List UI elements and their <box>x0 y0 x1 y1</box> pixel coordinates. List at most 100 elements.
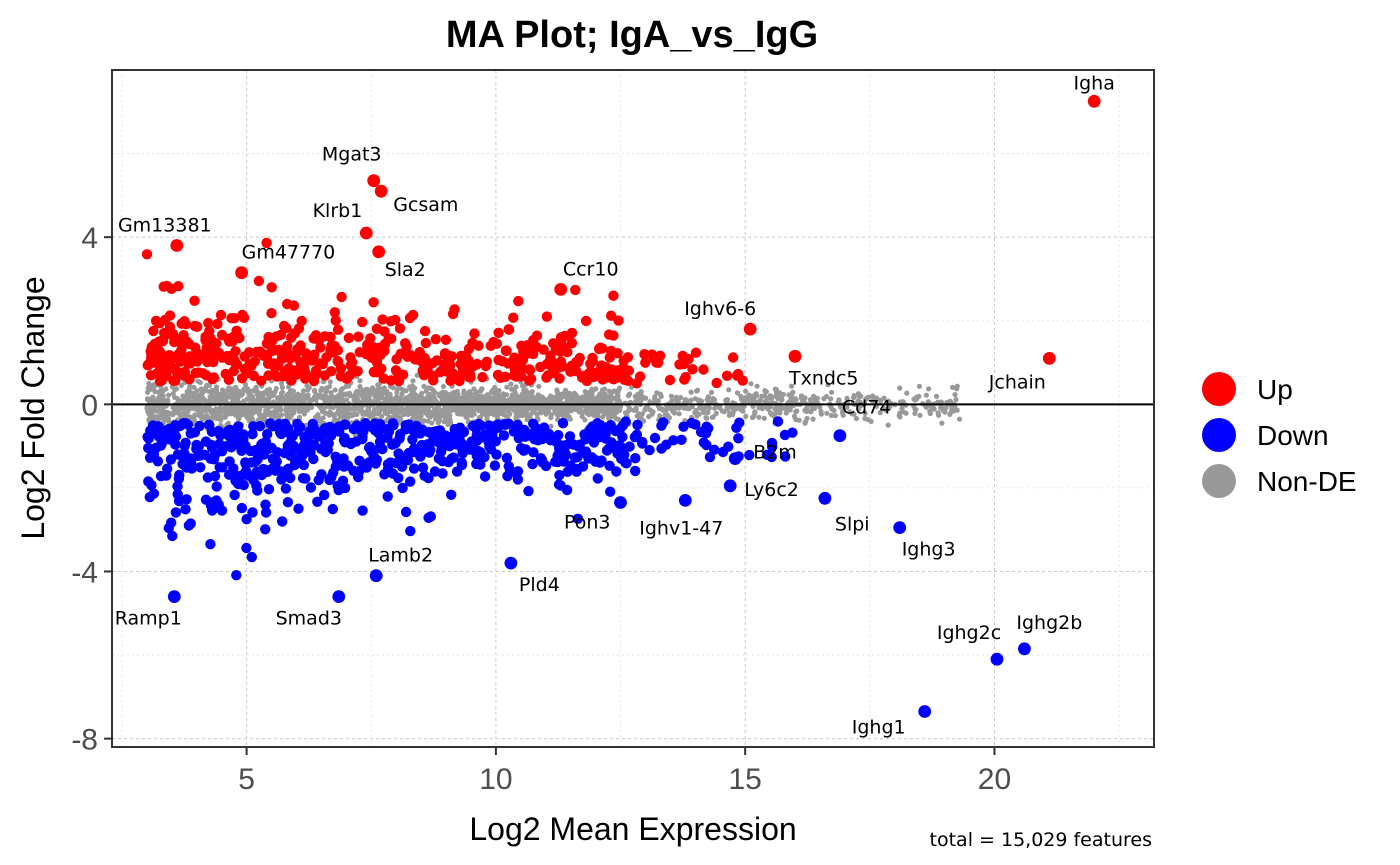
non-de-point <box>726 412 732 418</box>
gene-label: Klrb1 <box>313 200 363 222</box>
gene-label: Ighg3 <box>902 539 956 561</box>
non-de-point <box>851 393 857 399</box>
non-de-point <box>455 407 461 413</box>
non-de-point <box>291 410 297 416</box>
non-de-point <box>706 405 713 411</box>
legend-label: Down <box>1257 420 1329 451</box>
down-point <box>425 511 436 522</box>
non-de-point <box>394 389 400 395</box>
down-point <box>503 461 514 472</box>
non-de-point <box>150 394 156 400</box>
non-de-point <box>260 394 266 400</box>
down-point <box>572 513 584 524</box>
non-de-point <box>170 391 176 397</box>
non-de-point <box>484 413 490 419</box>
non-de-point <box>339 386 345 392</box>
non-de-point <box>306 385 312 391</box>
down-point <box>189 427 201 438</box>
non-de-point <box>832 413 838 419</box>
non-de-point <box>710 414 716 420</box>
up-point <box>325 331 336 343</box>
down-point <box>283 423 294 434</box>
up-point <box>639 349 650 360</box>
non-de-point <box>408 405 414 411</box>
non-de-point <box>203 387 209 394</box>
up-point <box>149 338 160 350</box>
up-point <box>711 377 722 389</box>
non-de-point <box>751 413 757 419</box>
up-point <box>674 359 685 370</box>
non-de-point <box>885 422 891 428</box>
up-point <box>508 370 520 381</box>
non-de-point <box>479 411 486 417</box>
down-point <box>519 424 530 436</box>
up-point <box>354 347 365 358</box>
up-point <box>227 336 238 347</box>
non-de-point <box>682 397 689 403</box>
down-point <box>734 417 745 428</box>
down-point <box>308 453 319 465</box>
non-de-point <box>360 392 366 398</box>
up-point <box>508 312 519 323</box>
down-point <box>238 429 249 440</box>
highlighted-point <box>504 556 518 570</box>
gene-label: Gm47770 <box>242 242 336 264</box>
non-de-point <box>573 392 579 398</box>
down-point <box>397 482 408 494</box>
down-point <box>571 463 582 475</box>
non-de-point <box>178 382 184 388</box>
non-de-point <box>503 392 510 398</box>
non-de-point <box>174 395 180 402</box>
non-de-point <box>432 389 438 396</box>
non-de-point <box>161 397 167 403</box>
up-point <box>580 315 592 327</box>
down-point <box>293 503 304 514</box>
up-point <box>477 372 488 383</box>
down-point <box>668 435 679 446</box>
down-point <box>527 458 538 470</box>
down-point <box>277 516 288 527</box>
down-point <box>247 507 258 518</box>
x-tick-label: 5 <box>238 763 255 796</box>
non-de-point <box>311 388 318 394</box>
non-de-point <box>754 393 760 399</box>
down-point <box>579 429 590 440</box>
up-point <box>148 325 159 337</box>
down-point <box>487 429 498 440</box>
down-point <box>444 441 455 452</box>
non-de-point <box>271 413 277 419</box>
non-de-point <box>419 390 425 397</box>
non-de-point <box>730 409 736 415</box>
non-de-point <box>184 398 190 405</box>
non-de-point <box>423 405 429 411</box>
down-point <box>429 466 441 477</box>
down-point <box>365 445 377 457</box>
non-de-point <box>353 390 359 396</box>
down-point <box>617 431 628 443</box>
non-de-point <box>569 407 575 413</box>
non-de-point <box>209 394 215 400</box>
down-point <box>183 520 195 531</box>
down-point <box>489 460 501 471</box>
down-point <box>285 472 296 484</box>
non-de-point <box>923 392 930 398</box>
down-point <box>473 453 485 465</box>
non-de-point <box>421 418 427 424</box>
up-point <box>308 372 320 383</box>
non-de-point <box>429 420 435 426</box>
non-de-point <box>495 397 501 403</box>
non-de-point <box>923 404 929 410</box>
up-point <box>651 357 662 368</box>
down-point <box>180 504 191 515</box>
non-de-point <box>590 398 596 404</box>
non-de-point <box>165 397 171 403</box>
non-de-point <box>693 407 699 414</box>
non-de-point <box>726 387 732 393</box>
non-de-point <box>198 409 204 415</box>
y-tick-label: 4 <box>81 222 98 255</box>
non-de-point <box>768 393 774 399</box>
non-de-point <box>165 415 172 421</box>
up-point <box>369 353 380 364</box>
up-point <box>231 359 243 370</box>
up-point <box>378 373 389 384</box>
